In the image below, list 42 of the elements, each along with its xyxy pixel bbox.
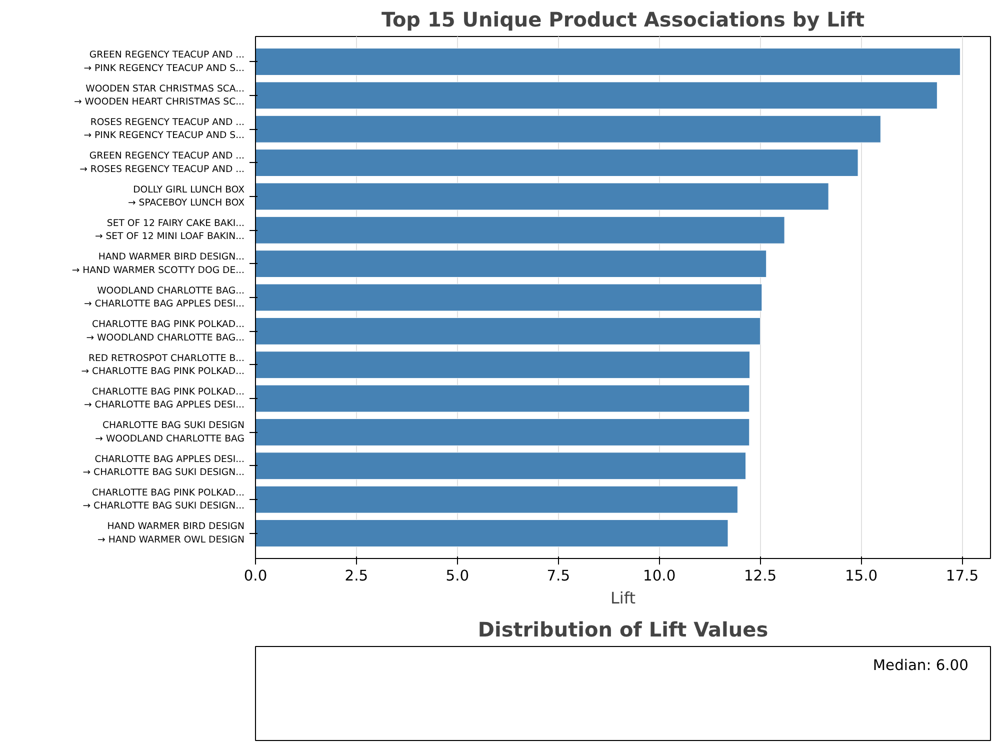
chart-title: Top 15 Unique Product Associations by Lift <box>381 8 865 32</box>
bar <box>256 520 728 547</box>
x-tick-label: 10.0 <box>643 568 676 584</box>
bar <box>256 115 881 143</box>
y-tick-label: ROSES REGENCY TEACUP AND ... → PINK REGENCY TEACUP AND S... <box>84 117 245 142</box>
y-tick-label: GREEN REGENCY TEACUP AND ... → ROSES REGENCY TEACUP AND ... <box>80 150 245 175</box>
y-tick-label: CHARLOTTE BAG APPLES DESI... → CHARLOTTE BAG SUKI DESIGN... <box>82 454 245 478</box>
x-tick-label: 0.0 <box>244 568 268 584</box>
y-tick-label: CHARLOTTE BAG SUKI DESIGN → WOODLAND CHARLOTTE BAG <box>95 420 245 444</box>
x-tick-label: 7.5 <box>546 568 570 584</box>
x-tick-label: 2.5 <box>344 568 368 584</box>
bar <box>256 48 960 76</box>
y-tick-label: GREEN REGENCY TEACUP AND ... → PINK REGENCY TEACUP AND S... <box>84 50 245 74</box>
y-tick-label: WOODEN STAR CHRISTMAS SCA... → WOODEN HEART CHRISTMAS SC... <box>74 83 245 108</box>
x-tick-label: 12.5 <box>744 568 777 584</box>
bar <box>256 384 750 412</box>
y-tick-label: RED RETROSPOT CHARLOTTE B... → CHARLOTTE BAG PINK POLKAD... <box>81 352 245 377</box>
bar <box>256 486 738 514</box>
bar <box>256 317 761 345</box>
y-tick-label: HAND WARMER BIRD DESIGN... → HAND WARMER SCOTTY DOG DE... <box>72 252 245 276</box>
bar <box>256 149 858 177</box>
y-tick-label: CHARLOTTE BAG PINK POLKAD... → WOODLAND CHARLOTTE BAG... <box>86 319 245 344</box>
bar <box>256 182 829 210</box>
y-tick-label: CHARLOTTE BAG PINK POLKAD... → CHARLOTTE BAG SUKI DESIGN... <box>82 487 245 512</box>
bar <box>256 418 750 446</box>
x-tick-label: 17.5 <box>946 568 979 584</box>
text: Median: 6.00 <box>872 656 968 674</box>
y-tick-label: DOLLY GIRL LUNCH BOX → SPACEBOY LUNCH BOX <box>128 184 246 209</box>
bar <box>256 250 767 278</box>
x-tick-label: 15.0 <box>844 568 878 584</box>
y-tick-label: SET OF 12 FAIRY CAKE BAKI... → SET OF 12 MINI LOAF BAKIN... <box>94 218 245 242</box>
bar <box>256 284 762 312</box>
bar <box>256 216 785 244</box>
text: Distribution of Lift Values <box>478 618 768 642</box>
x-axis-title: Lift <box>610 588 636 608</box>
y-tick-label: CHARLOTTE BAG PINK POLKAD... → CHARLOTTE BAG APPLES DESI... <box>84 386 245 411</box>
bar <box>256 82 938 110</box>
bar <box>256 452 746 480</box>
y-tick-label: WOODLAND CHARLOTTE BAG... → CHARLOTTE BAG APPLES DESI... <box>84 285 245 310</box>
bar <box>256 351 750 379</box>
y-tick-label: HAND WARMER BIRD DESIGN → HAND WARMER OWL DESIGN <box>98 521 245 546</box>
x-tick-label: 5.0 <box>446 568 470 584</box>
